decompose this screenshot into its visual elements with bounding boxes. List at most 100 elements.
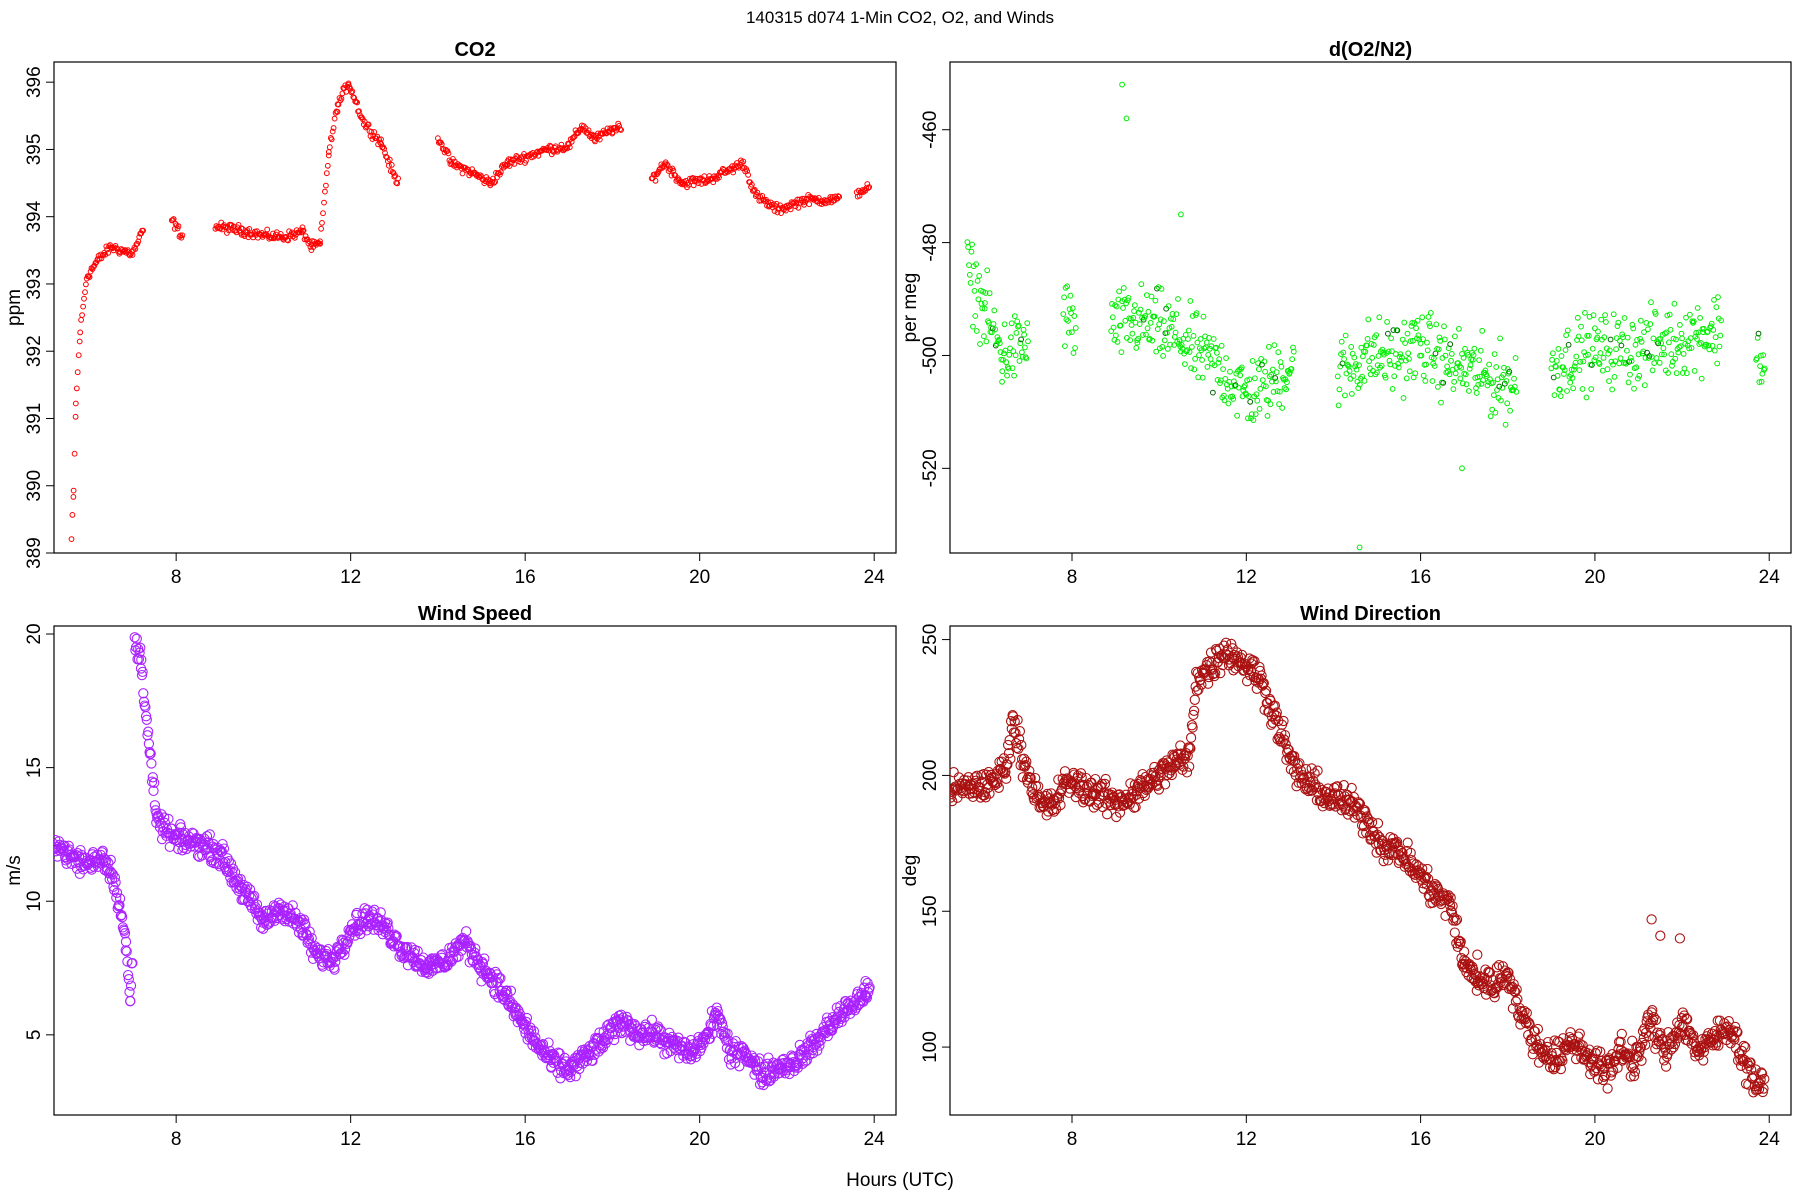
o2-point [1127,337,1133,344]
wind_dir-point [1650,1014,1662,1026]
o2-point [1124,297,1131,304]
wind_dir-point [1550,1054,1561,1066]
o2-point [1648,299,1654,306]
o2-point [1161,318,1167,325]
co2-point [361,118,368,125]
o2-point [1256,366,1262,373]
wind_speed-point [138,688,149,699]
wind_speed-point [383,922,394,934]
o2-point [1373,332,1380,339]
wind_dir-point [1151,779,1162,790]
wind_dir-point [1368,826,1379,838]
co2-point [345,80,352,87]
wind_speed-point [543,1037,554,1048]
o2-xtick-label: 16 [1410,567,1431,588]
co2-point [323,170,330,177]
o2-point [1578,337,1585,344]
wind_speed-point [146,758,157,769]
wind_speed-point [54,846,62,857]
wind_dir-point [1681,1013,1692,1024]
o2-point [1385,330,1391,337]
co2-point [866,184,873,191]
o2-point [1711,297,1717,303]
wind_dir-point [1206,657,1217,668]
o2-point [1441,323,1447,330]
o2-point [1706,346,1713,353]
wind_dir-point [1226,638,1237,650]
o2-point [1250,417,1257,424]
o2-point [1658,351,1665,358]
wind_dir-point [1459,954,1470,966]
wind_speed-point [142,730,153,741]
wind_dir-point [1510,996,1522,1007]
o2-point [1060,311,1067,318]
wind_dir-point [1024,772,1036,783]
wind_dir-point [1005,716,1017,727]
wind_speed-point [216,846,228,857]
co2-point [663,161,670,168]
wind_dir-point [1732,1027,1743,1038]
o2-point [1486,361,1492,368]
o2-point [1448,357,1454,364]
co2-point [299,224,306,231]
o2-point [1426,320,1433,327]
wind_speed-point [625,1022,637,1033]
co2-point [511,161,518,167]
co2-point [322,188,328,195]
o2-point [1072,325,1079,331]
wind_dir-point [1706,1028,1718,1039]
o2-point [1636,372,1643,379]
co2-points [68,80,873,542]
co2-point [381,145,388,152]
o2-point [1635,351,1642,358]
o2-point [1650,335,1657,342]
co2-point [445,150,452,157]
o2-point [1471,345,1478,352]
wind_speed-point [130,642,142,653]
o2-point [1635,375,1641,382]
o2-point [1247,398,1254,405]
o2-point [1405,350,1412,357]
co2-point [436,139,442,146]
o2-point [1620,334,1626,341]
o2-point [1482,367,1489,374]
o2-point [1382,374,1389,381]
o2-point [1342,392,1348,399]
wind_dir-point [1570,1053,1582,1065]
o2-point [1431,363,1438,369]
wind_dir-point [1297,769,1308,781]
co2-point [338,95,345,102]
o2-point [1696,341,1703,348]
co2-point [730,169,736,176]
wind_dir-point [1277,736,1288,747]
co2-ytick-label: 391 [24,403,45,435]
o2-point [991,307,998,314]
co2-point [749,181,755,188]
o2-point [1063,316,1070,323]
o2-point [1614,323,1621,330]
wind_dir-point [1271,710,1282,721]
co2-point [169,217,176,223]
co2-point [547,142,553,149]
o2-point [1349,391,1355,397]
o2-point [1455,360,1461,366]
wind_speed-point [379,917,391,928]
o2-point [1404,330,1411,337]
co2-point [140,227,147,234]
o2-point [1278,363,1285,370]
o2-point [1399,354,1405,361]
o2-point [1137,306,1144,313]
o2-point [1281,385,1288,391]
wind_speed-point [826,1025,838,1036]
wind_speed-point [204,829,215,840]
wind_dir-point [984,788,995,799]
wind_dir-point [1575,1039,1586,1050]
co2-point [383,153,389,160]
co2-plot-frame [53,61,897,554]
co2-point [246,226,253,232]
o2-point [1568,372,1574,378]
wind_speed-point [375,907,386,918]
co2-point [334,108,341,115]
wind_speed-point [86,864,97,875]
wind_dir-point [1280,739,1291,750]
